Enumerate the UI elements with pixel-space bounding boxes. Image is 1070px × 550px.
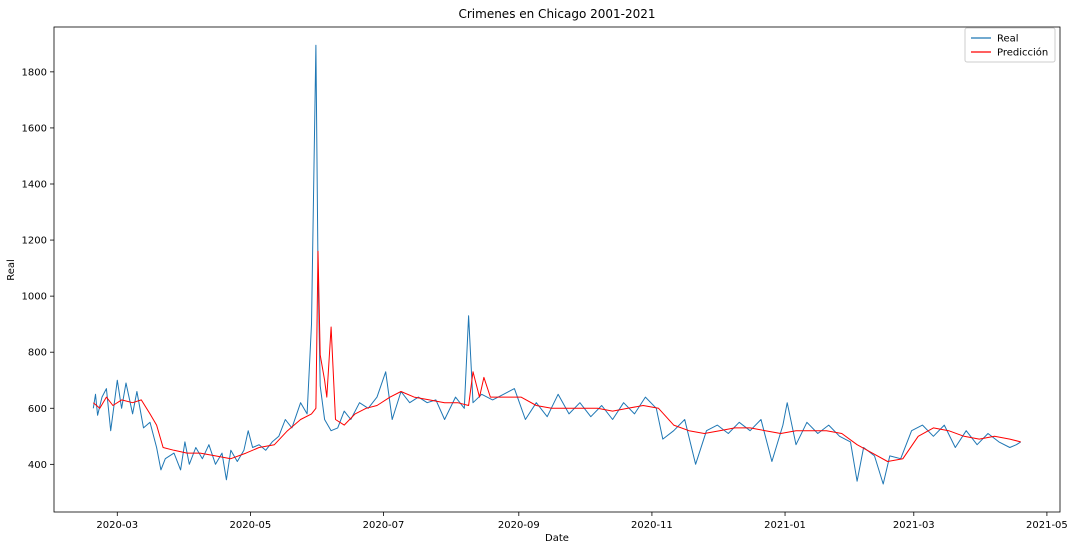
legend: Real Predicción [964,27,1056,63]
x-tick-label: 2020-03 [96,520,138,531]
x-tick-label: 2020-09 [498,520,540,531]
y-tick-label: 1800 [22,67,47,78]
y-tick-label: 600 [28,404,47,415]
y-axis: 400 600 800 1000 1200 1400 1600 1800 [22,67,54,471]
legend-label: Predicción [997,47,1048,59]
x-tick-label: 2020-07 [363,520,405,531]
chart-title: Crimenes en Chicago 2001-2021 [458,7,655,21]
series-line-0 [92,44,1021,485]
y-tick-label: 1400 [22,179,47,190]
y-tick-label: 800 [28,348,47,359]
legend-label: Real [997,34,1019,45]
y-tick-label: 1600 [22,123,47,134]
x-tick-label: 2021-03 [893,520,935,531]
y-tick-label: 400 [28,460,47,471]
legend-box [964,27,1056,63]
y-axis-label: Real [6,259,17,281]
x-tick-label: 2021-05 [1026,520,1068,531]
y-tick-label: 1000 [22,292,47,303]
x-axis: 2020-03 2020-05 2020-07 2020-09 2020-11 2021-… [96,512,1068,531]
x-tick-label: 2020-05 [230,520,272,531]
x-axis-label: Date [545,533,569,544]
x-tick-label: 2020-11 [631,520,673,531]
plot-area-frame [53,26,1061,513]
x-tick-label: 2021-01 [764,520,806,531]
y-tick-label: 1200 [22,236,47,247]
series-line-1 [92,250,1021,462]
